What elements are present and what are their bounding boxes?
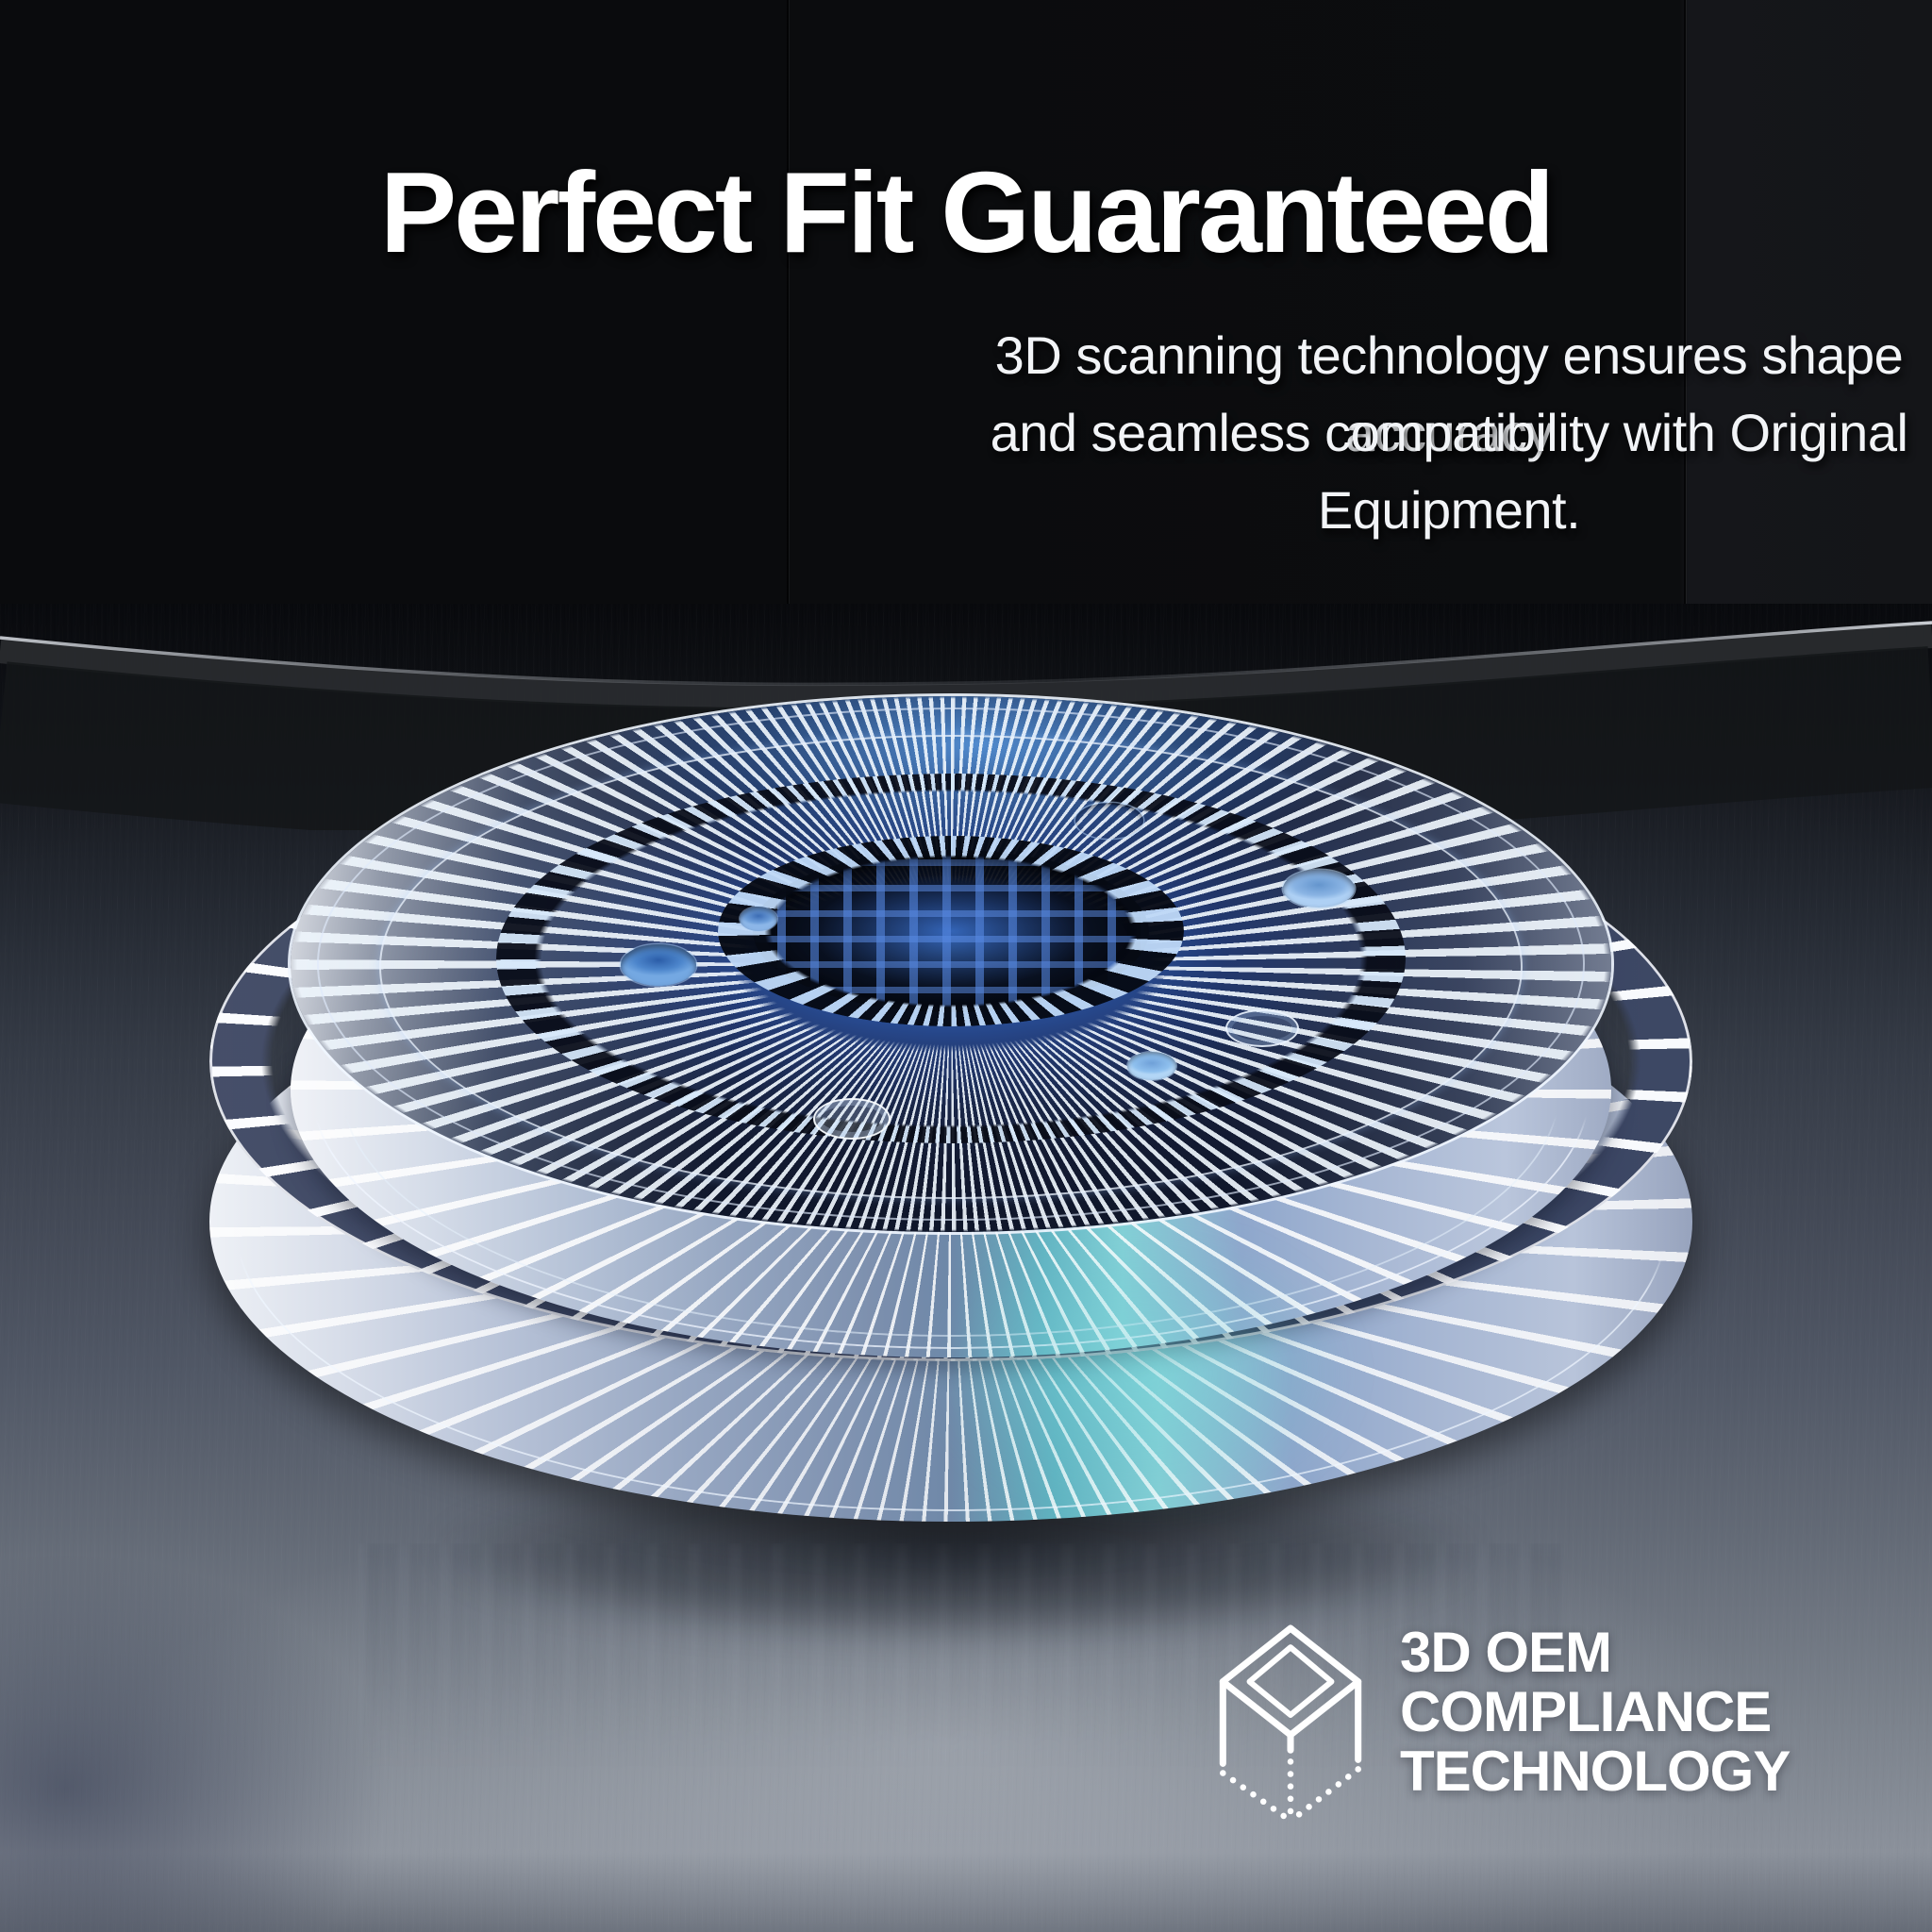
badge-text: 3D OEM COMPLIANCE TECHNOLOGY — [1400, 1623, 1815, 1801]
subtitle-line-1: 3D scanning technology ensures shape acc… — [994, 325, 1904, 462]
page-title: Perfect Fit Guaranteed — [379, 148, 1555, 276]
subtitle-line-2: and seamless compatibility with Original… — [990, 403, 1908, 540]
rim-inner-ring — [317, 708, 1585, 1221]
badge-line-3: TECHNOLOGY — [1400, 1740, 1790, 1803]
hub-slot-ring — [718, 836, 1184, 1026]
lug-hole — [1127, 1052, 1176, 1080]
step-ring — [379, 735, 1523, 1199]
wall-panel-seam-left — [787, 0, 789, 670]
wireframe-hole — [813, 1098, 891, 1140]
drum-floor-reflection — [358, 1543, 1566, 1798]
lug-hole — [1283, 870, 1355, 908]
lug-hole — [621, 944, 696, 986]
badge-3d-oem-compliance: 3D OEM COMPLIANCE TECHNOLOGY — [1219, 1615, 1823, 1832]
teal-scan-glow — [877, 1198, 1406, 1547]
badge-line-1: 3D OEM — [1400, 1621, 1612, 1684]
wireframe-hole — [1225, 1009, 1299, 1047]
lug-hole — [1075, 803, 1143, 839]
wireframe-cube-icon — [1219, 1624, 1362, 1823]
lug-hole — [740, 907, 777, 931]
wall-panel-seam-right — [1684, 0, 1686, 627]
badge-line-2: COMPLIANCE — [1400, 1680, 1772, 1743]
subtitle: 3D scanning technology ensures shape acc… — [0, 317, 1932, 540]
